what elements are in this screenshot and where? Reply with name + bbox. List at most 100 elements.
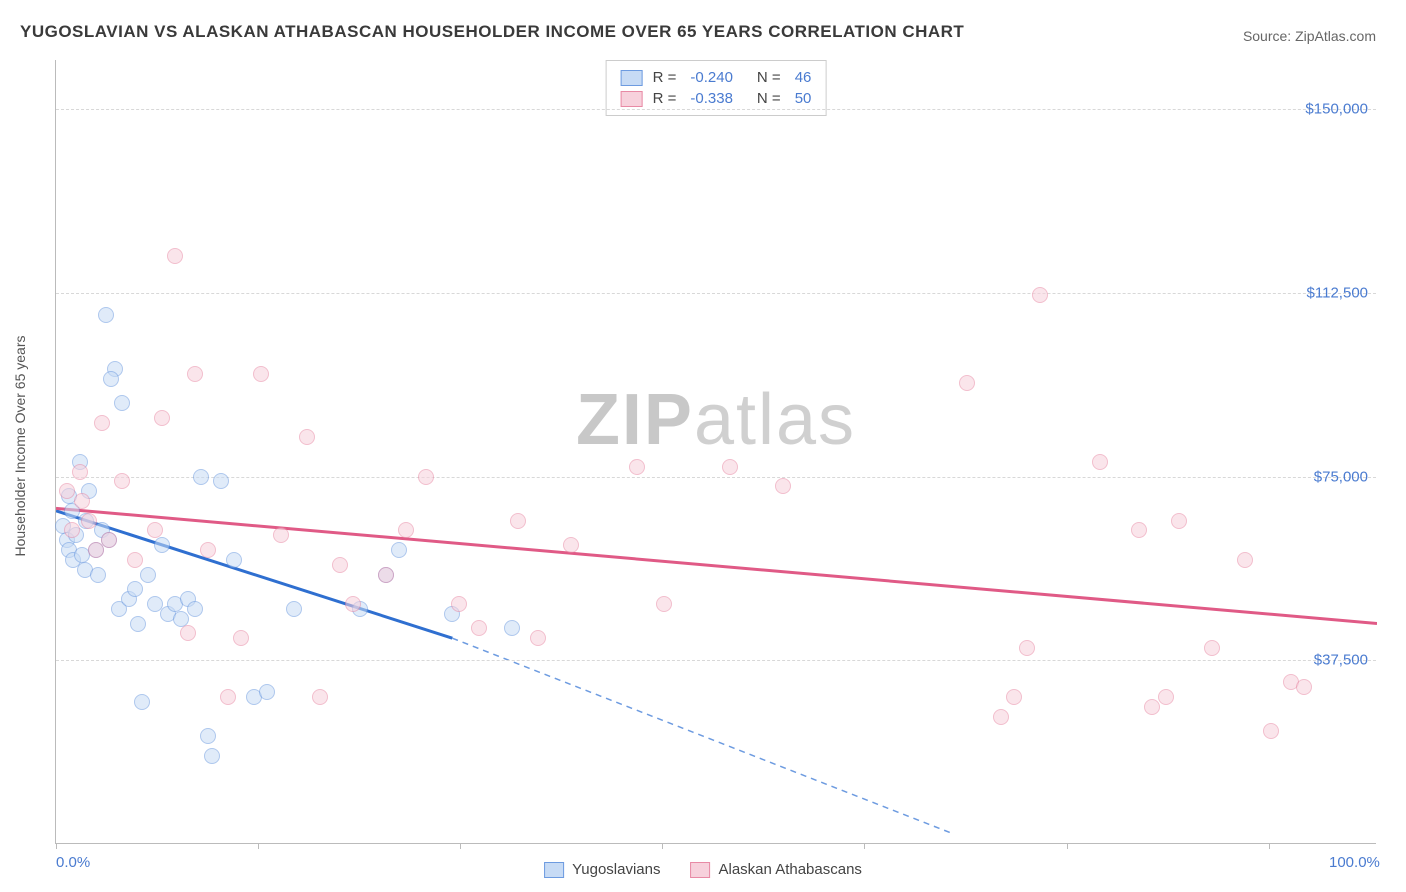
legend-stat-row: R =-0.338N =50 (621, 88, 812, 109)
n-value: 50 (795, 90, 812, 107)
legend-label: Alaskan Athabascans (718, 861, 861, 878)
data-point (418, 469, 434, 485)
gridline (56, 109, 1376, 110)
n-value: 46 (795, 69, 812, 86)
data-point (140, 567, 156, 583)
data-point (312, 689, 328, 705)
n-label: N = (757, 69, 781, 86)
y-tick-label: $37,500 (1314, 652, 1368, 669)
data-point (1019, 640, 1035, 656)
data-point (1158, 689, 1174, 705)
data-point (1171, 513, 1187, 529)
data-point (1296, 679, 1312, 695)
watermark-light: atlas (694, 380, 856, 460)
data-point (101, 532, 117, 548)
legend-item: Yugoslavians (544, 861, 660, 878)
legend-swatch (621, 70, 643, 86)
data-point (1006, 689, 1022, 705)
data-point (299, 429, 315, 445)
data-point (98, 307, 114, 323)
legend-item: Alaskan Athabascans (690, 861, 861, 878)
data-point (147, 522, 163, 538)
data-point (1237, 552, 1253, 568)
y-tick-label: $112,500 (1307, 284, 1368, 301)
x-tick-mark (460, 843, 461, 849)
data-point (64, 522, 80, 538)
data-point (253, 366, 269, 382)
watermark: ZIPatlas (576, 379, 856, 461)
data-point (959, 375, 975, 391)
legend-stats: R =-0.240N =46R =-0.338N =50 (606, 60, 827, 116)
source-link[interactable]: ZipAtlas.com (1295, 28, 1376, 44)
r-label: R = (653, 90, 677, 107)
data-point (1092, 454, 1108, 470)
data-point (504, 620, 520, 636)
r-value: -0.338 (690, 90, 733, 107)
legend-series: Yugoslavians Alaskan Athabascans (544, 861, 862, 878)
data-point (391, 542, 407, 558)
data-point (154, 537, 170, 553)
watermark-bold: ZIP (576, 380, 694, 460)
data-point (74, 493, 90, 509)
source-label: Source: (1243, 28, 1291, 44)
data-point (200, 542, 216, 558)
x-tick-mark (258, 843, 259, 849)
data-point (629, 459, 645, 475)
data-point (273, 527, 289, 543)
data-point (259, 684, 275, 700)
x-tick-mark (662, 843, 663, 849)
trend-lines (56, 60, 1377, 844)
data-point (1131, 522, 1147, 538)
data-point (130, 616, 146, 632)
legend-label: Yugoslavians (572, 861, 660, 878)
data-point (286, 601, 302, 617)
data-point (180, 625, 196, 641)
x-tick-mark (56, 843, 57, 849)
legend-swatch (690, 862, 710, 878)
y-axis-label: Householder Income Over 65 years (12, 336, 28, 557)
data-point (398, 522, 414, 538)
data-point (193, 469, 209, 485)
y-tick-label: $150,000 (1305, 101, 1368, 118)
data-point (187, 366, 203, 382)
data-point (775, 478, 791, 494)
data-point (127, 552, 143, 568)
gridline (56, 293, 1376, 294)
data-point (134, 694, 150, 710)
data-point (187, 601, 203, 617)
data-point (114, 395, 130, 411)
r-label: R = (653, 69, 677, 86)
data-point (471, 620, 487, 636)
data-point (993, 709, 1009, 725)
x-tick-mark (1067, 843, 1068, 849)
data-point (81, 513, 97, 529)
data-point (200, 728, 216, 744)
x-tick-label: 0.0% (56, 854, 90, 871)
data-point (167, 248, 183, 264)
data-point (451, 596, 467, 612)
r-value: -0.240 (690, 69, 733, 86)
data-point (154, 410, 170, 426)
data-point (378, 567, 394, 583)
data-point (510, 513, 526, 529)
data-point (114, 473, 130, 489)
x-tick-mark (864, 843, 865, 849)
data-point (656, 596, 672, 612)
gridline (56, 477, 1376, 478)
data-point (345, 596, 361, 612)
data-point (332, 557, 348, 573)
data-point (226, 552, 242, 568)
legend-swatch (544, 862, 564, 878)
legend-swatch (621, 91, 643, 107)
x-tick-mark (1269, 843, 1270, 849)
data-point (72, 464, 88, 480)
data-point (1204, 640, 1220, 656)
x-tick-label: 100.0% (1329, 854, 1380, 871)
data-point (563, 537, 579, 553)
data-point (90, 567, 106, 583)
chart-title: YUGOSLAVIAN VS ALASKAN ATHABASCAN HOUSEH… (20, 22, 964, 42)
data-point (220, 689, 236, 705)
gridline (56, 660, 1376, 661)
data-point (94, 415, 110, 431)
data-point (1032, 287, 1048, 303)
